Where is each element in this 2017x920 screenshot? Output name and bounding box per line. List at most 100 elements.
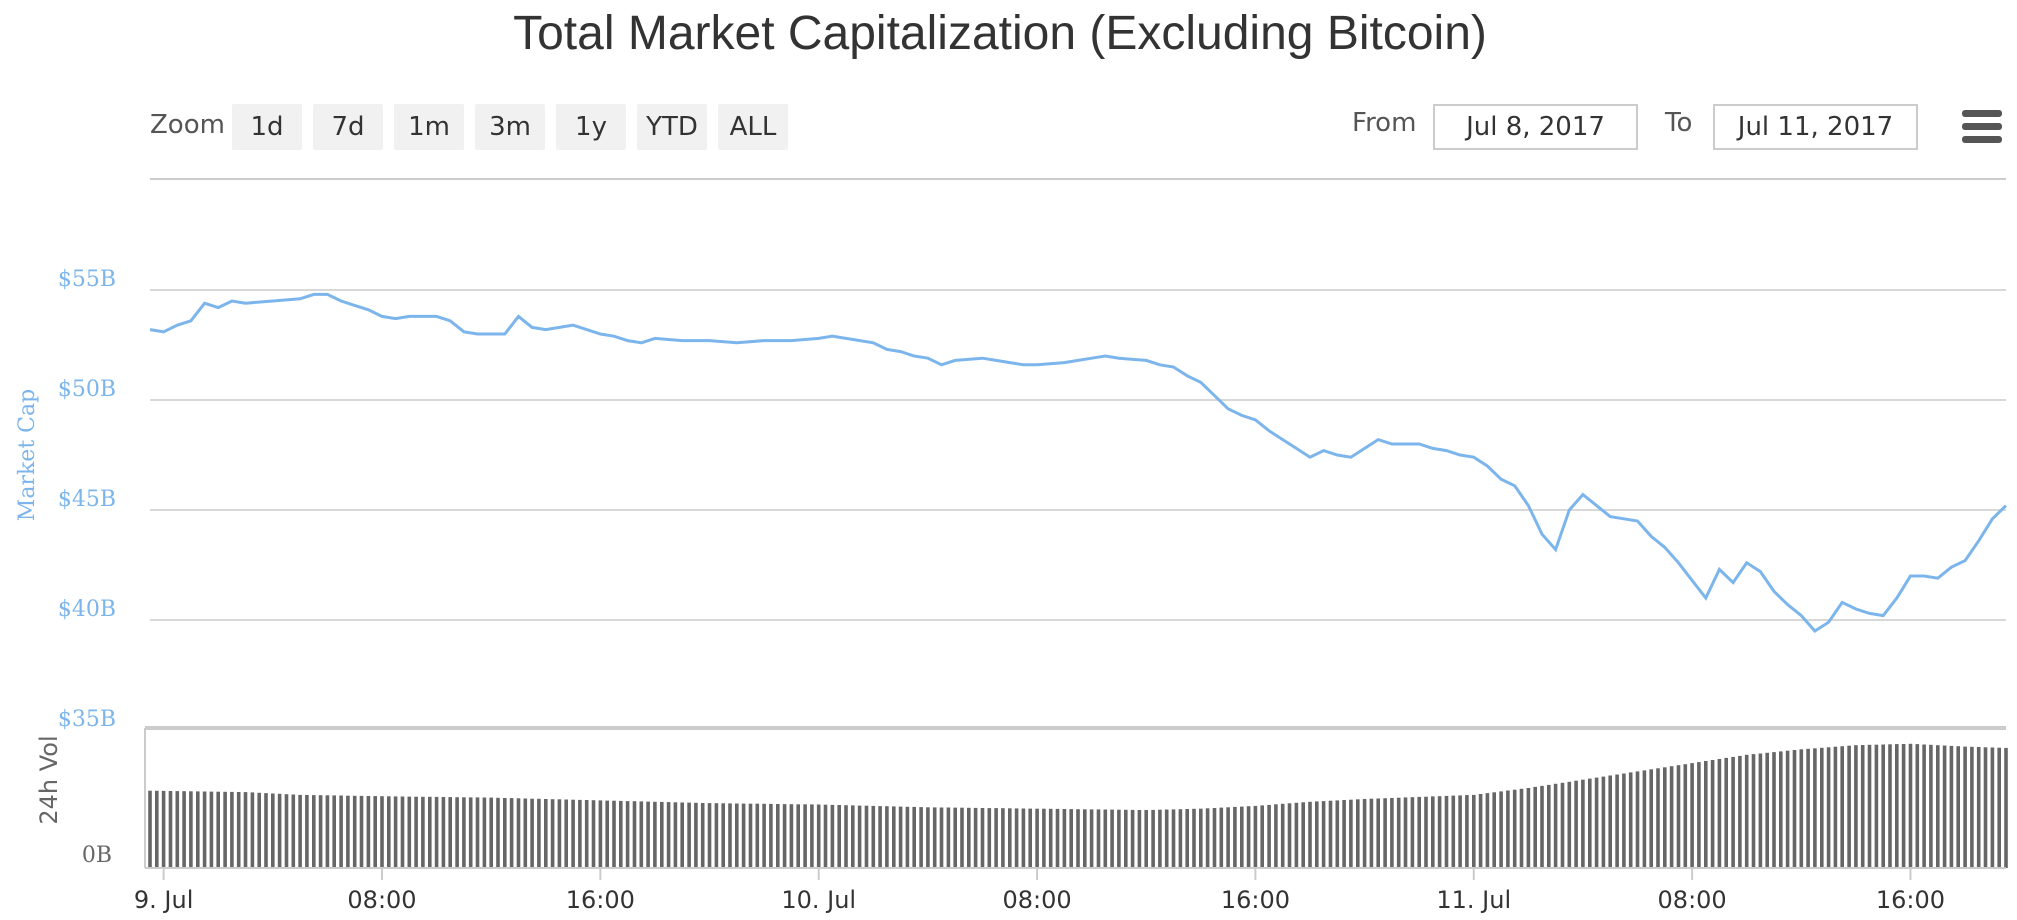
zoom-1d-button[interactable]: 1d (232, 104, 302, 150)
volume-bar (325, 795, 330, 868)
volume-bar (1949, 745, 1954, 868)
volume-bar (1089, 809, 1094, 868)
volume-bar (1915, 744, 1920, 868)
volume-bar (898, 806, 903, 868)
volume-bar (1895, 744, 1899, 868)
volume-bar (1874, 744, 1879, 868)
volume-bar (1205, 808, 1210, 868)
volume-bar (1096, 809, 1101, 868)
volume-bar (1820, 747, 1824, 868)
volume-bar (1990, 747, 1995, 868)
volume-bar (646, 801, 650, 868)
volume-bar (782, 804, 787, 868)
volume-bar (1035, 808, 1039, 868)
volume-bar (1833, 746, 1838, 868)
volume-bar (434, 796, 439, 868)
volume-bar (612, 800, 616, 868)
zoom-7d-button[interactable]: 7d (313, 104, 383, 150)
volume-bar (994, 808, 998, 868)
volume-bar (1758, 753, 1763, 868)
volume-bar (1697, 762, 1701, 868)
volume-bar (905, 806, 910, 868)
volume-bar (584, 800, 589, 868)
volume-bar (1567, 781, 1572, 869)
volume-bar (305, 795, 309, 868)
volume-bar (1199, 808, 1203, 868)
chart-title: Total Market Capitalization (Excluding B… (513, 7, 1487, 60)
volume-bar (387, 796, 391, 868)
volume-bar (216, 791, 220, 868)
volume-bar (803, 804, 807, 868)
volume-bar (421, 796, 425, 868)
zoom-all-button[interactable]: ALL (718, 104, 788, 150)
volume-bar (1847, 745, 1851, 868)
volume-bar (1881, 744, 1885, 868)
volume-bar (475, 797, 480, 868)
volume-bar (393, 796, 398, 868)
volume-bar (400, 796, 405, 868)
to-date-input[interactable]: Jul 11, 2017 (1713, 104, 1918, 150)
volume-bar (209, 791, 214, 868)
volume-bar (1983, 747, 1988, 869)
volume-bar (1854, 745, 1858, 868)
volume-bar (1178, 809, 1183, 868)
volume-bar (1506, 790, 1510, 868)
volume-bar (1799, 749, 1804, 868)
volume-bar (707, 803, 712, 868)
volume-bar (1601, 776, 1606, 868)
volume-bar (312, 795, 316, 868)
volume-bar (919, 807, 923, 868)
volume-bar (1765, 752, 1769, 868)
volume-bar (1717, 759, 1722, 868)
volume-bar (660, 801, 664, 868)
volume-bar (1738, 755, 1742, 868)
volume-bar (1376, 798, 1380, 868)
zoom-1m-button[interactable]: 1m (394, 104, 464, 150)
volume-bar (1908, 743, 1913, 868)
volume-bar (1744, 754, 1749, 868)
volume-bar (1294, 802, 1299, 868)
volume-bar (1356, 799, 1360, 868)
volume-bar (557, 799, 562, 868)
volume-bar (714, 803, 719, 868)
zoom-3m-button[interactable]: 3m (475, 104, 545, 150)
volume-bar (1008, 808, 1012, 868)
volume-bar (2004, 747, 2008, 868)
volume-bar (741, 803, 746, 868)
hamburger-menu-icon[interactable] (1962, 110, 2002, 146)
volume-bar (1028, 808, 1032, 868)
zoom-ytd-button[interactable]: YTD (637, 104, 707, 150)
volume-bar (1792, 750, 1797, 868)
zoom-1y-button[interactable]: 1y (556, 104, 626, 150)
volume-bar (428, 796, 432, 868)
volume-bar (1478, 794, 1483, 868)
volume-bar (380, 796, 384, 868)
volume-bar (789, 804, 794, 868)
volume-bar (1936, 745, 1940, 868)
volume-bar (1656, 768, 1660, 868)
volume-bar (1274, 804, 1278, 868)
to-label: To (1665, 108, 1693, 138)
volume-bar (1533, 786, 1537, 868)
volume-bar (1110, 809, 1114, 868)
volume-bar (1137, 810, 1142, 868)
volume-bar (980, 808, 985, 868)
volume-bar (250, 792, 255, 868)
volume-bar (1362, 799, 1367, 868)
volume-bar (1826, 747, 1831, 869)
volume-bar (1779, 751, 1783, 868)
volume-bar (666, 802, 671, 868)
y-tick-label: $45B (58, 487, 116, 512)
y-tick-label: $35B (58, 707, 116, 732)
volume-bar (1785, 750, 1790, 868)
volume-bar (448, 797, 452, 868)
from-date-input[interactable]: Jul 8, 2017 (1433, 104, 1638, 150)
volume-bar (830, 804, 835, 868)
volume-bar (1001, 808, 1005, 868)
volume-bar (1956, 746, 1960, 868)
volume-bar (523, 798, 528, 868)
y-tick-label: $50B (58, 377, 116, 402)
volume-bar (625, 801, 630, 868)
volume-bar (1315, 801, 1319, 868)
